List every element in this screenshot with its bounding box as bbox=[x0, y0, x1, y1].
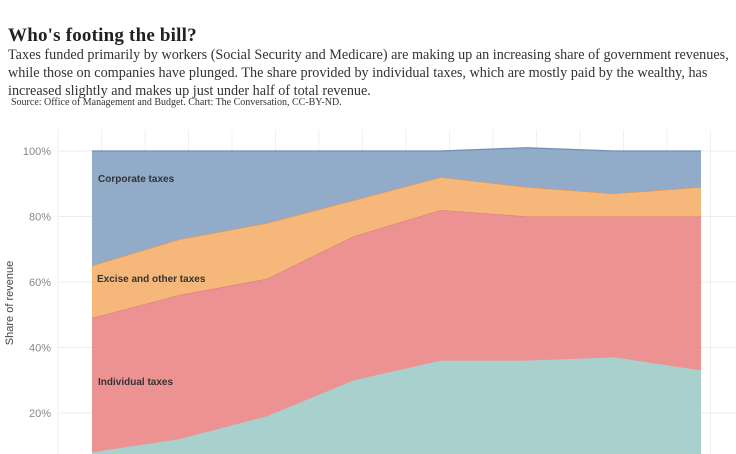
y-tick-label: 100% bbox=[23, 146, 51, 158]
y-tick-label: 40% bbox=[29, 343, 51, 355]
y-ticks: 20% 40% 60% 80% 100% bbox=[23, 146, 51, 420]
y-tick-label: 20% bbox=[29, 408, 51, 420]
area-top-line-3 bbox=[92, 147, 701, 152]
series-label-individual: Individual taxes bbox=[98, 377, 173, 388]
series-label-corporate: Corporate taxes bbox=[98, 174, 175, 185]
chart-source: Source: Office of Management and Budget.… bbox=[11, 97, 342, 108]
areas bbox=[91, 147, 702, 454]
area-series-0 bbox=[92, 357, 701, 454]
chart-subtitle: Taxes funded primarily by workers (Socia… bbox=[8, 47, 729, 99]
y-axis-label: Share of revenue bbox=[4, 261, 16, 345]
chart-title: Who's footing the bill? bbox=[8, 25, 197, 46]
area-series-1 bbox=[92, 209, 701, 453]
y-tick-label: 80% bbox=[29, 212, 51, 224]
area-series-3 bbox=[92, 147, 701, 266]
y-tick-label: 60% bbox=[29, 277, 51, 289]
area-series-2 bbox=[92, 177, 701, 319]
series-label-excise: Excise and other taxes bbox=[97, 274, 206, 285]
